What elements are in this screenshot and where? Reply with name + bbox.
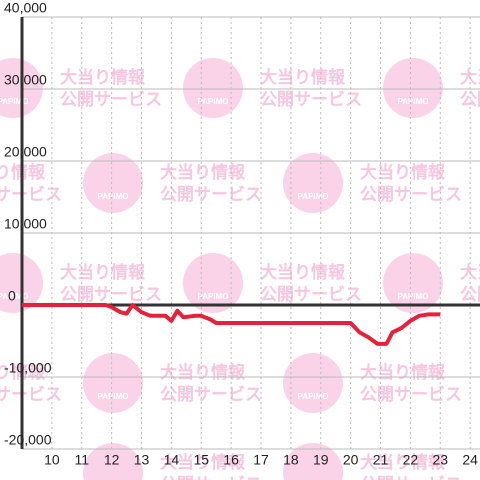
watermark-text: 公開サービス bbox=[160, 185, 262, 205]
watermark-text: 公開サービス bbox=[0, 385, 62, 405]
watermark-logo-text: PAPIMO bbox=[398, 97, 429, 106]
y-tick-label: 40,000 bbox=[4, 0, 47, 16]
x-tick-label: 19 bbox=[313, 452, 329, 468]
x-tick-label: 13 bbox=[134, 452, 150, 468]
watermark-text: 公開サービス bbox=[460, 90, 480, 110]
watermark-text: 大当り情報 bbox=[360, 452, 446, 473]
y-tick-label: 10,000 bbox=[4, 216, 47, 232]
x-tick-label: 18 bbox=[283, 452, 299, 468]
x-tick-label: 22 bbox=[403, 452, 419, 468]
watermark-text: 公開サービス bbox=[260, 285, 362, 305]
watermark-text: 公開サービス bbox=[0, 185, 62, 205]
watermark-logo-text: PAPIMO bbox=[198, 97, 229, 106]
watermark-text: 大当り情報 bbox=[360, 362, 446, 383]
x-tick-label: 16 bbox=[223, 452, 239, 468]
x-tick-label: 11 bbox=[74, 452, 89, 468]
x-tick-label: 10 bbox=[44, 452, 60, 468]
watermark-logo bbox=[83, 153, 143, 213]
watermark-logo-text: PAPIMO bbox=[0, 292, 28, 301]
watermark-logo bbox=[383, 253, 443, 313]
watermark-logo bbox=[283, 443, 343, 480]
watermark-logo-text: PAPIMO bbox=[298, 392, 329, 401]
x-tick-label: 12 bbox=[104, 452, 120, 468]
watermark-text: 公開サービス bbox=[460, 285, 480, 305]
y-tick-label: 20,000 bbox=[4, 144, 47, 160]
watermark-logo-text: PAPIMO bbox=[198, 292, 229, 301]
watermark-logo-text: PAPIMO bbox=[98, 192, 129, 201]
x-tick-label: 20 bbox=[343, 452, 359, 468]
x-tick-label: 15 bbox=[193, 452, 209, 468]
watermark-text: 大当り情報 bbox=[260, 262, 346, 283]
watermark-text: 公開サービス bbox=[360, 385, 462, 405]
watermark-text: 公開サービス bbox=[60, 285, 162, 305]
watermark-text: 公開サービス bbox=[60, 90, 162, 110]
watermark-logo bbox=[283, 353, 343, 413]
watermark-text: 公開サービス bbox=[360, 185, 462, 205]
watermark-text: 公開サービス bbox=[360, 475, 462, 480]
watermark-logo bbox=[383, 58, 443, 118]
watermark-logo bbox=[183, 58, 243, 118]
watermark-text: 大当り情報 bbox=[260, 67, 346, 88]
watermark-text: 大当り情報 bbox=[60, 262, 146, 283]
watermark-logo-text: PAPIMO bbox=[98, 392, 129, 401]
x-tick-label: 24 bbox=[462, 452, 478, 468]
x-tick-label: 23 bbox=[432, 452, 448, 468]
watermark-logo bbox=[283, 153, 343, 213]
watermark-text: 公開サービス bbox=[160, 475, 262, 480]
watermark-text: 大当り情報 bbox=[160, 362, 246, 383]
data-line bbox=[22, 303, 441, 346]
watermark-logo-text: PAPIMO bbox=[0, 97, 28, 106]
x-tick-label: 14 bbox=[164, 452, 180, 468]
y-tick-label: 30,000 bbox=[4, 72, 47, 88]
watermark-logo bbox=[183, 253, 243, 313]
watermark-text: 公開サービス bbox=[160, 385, 262, 405]
y-tick-label: -20,000 bbox=[4, 432, 52, 448]
watermark-logo-text: PAPIMO bbox=[398, 292, 429, 301]
y-tick-label: -10,000 bbox=[4, 360, 52, 376]
x-tick-label: 17 bbox=[253, 452, 269, 468]
watermark-logo bbox=[83, 443, 143, 480]
watermark-logo bbox=[83, 353, 143, 413]
y-tick-label: 0 bbox=[8, 288, 16, 304]
watermark-text: 大当り情報 bbox=[60, 67, 146, 88]
watermark-logo-text: PAPIMO bbox=[298, 192, 329, 201]
watermark-text: 公開サービス bbox=[260, 90, 362, 110]
x-tick-label: 21 bbox=[373, 452, 389, 468]
watermark-text: 大当り情報 bbox=[160, 162, 246, 183]
watermark-text: 大当り情報 bbox=[160, 452, 246, 473]
watermark-text: 大当り情報 bbox=[360, 162, 446, 183]
